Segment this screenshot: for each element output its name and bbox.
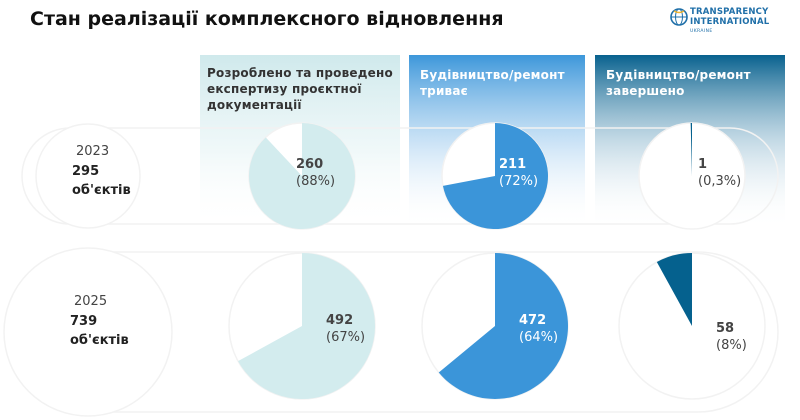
pie-percent: (88%) bbox=[296, 174, 336, 189]
logo-line-1: TRANSPARENCY bbox=[690, 7, 769, 17]
logo-subtitle: UKRAINE bbox=[690, 29, 713, 34]
row-2023-year-circle bbox=[35, 123, 141, 229]
column-2-header-line: триває bbox=[420, 84, 468, 98]
column-1-header-line: документації bbox=[207, 98, 302, 112]
pie-percent: (0,3%) bbox=[698, 174, 742, 189]
logo-line-2: INTERNATIONAL bbox=[690, 17, 770, 27]
pie-percent: (67%) bbox=[326, 330, 366, 345]
pie-2025-3-slice bbox=[656, 253, 692, 326]
column-3-header-line: завершено bbox=[606, 84, 685, 98]
pie-percent: (64%) bbox=[519, 330, 559, 345]
pie-2025-2-label: 472 (64%) bbox=[519, 312, 558, 346]
pie-2025-2-slice bbox=[438, 253, 568, 399]
year-label-2025: 2025 bbox=[74, 294, 108, 309]
pie-2023-2-slice bbox=[442, 123, 549, 229]
pie-value: 260 bbox=[296, 157, 324, 172]
pie-2025-3-label: 58 (8%) bbox=[716, 320, 747, 354]
pie-2023-2-label: 211 (72%) bbox=[499, 156, 538, 190]
row-2023-outline bbox=[21, 127, 779, 225]
pie-value: 472 bbox=[519, 313, 547, 328]
object-count-unit: об'єктів bbox=[72, 183, 131, 198]
year-label-2023: 2023 bbox=[76, 144, 110, 159]
pie-2025-1-label: 492 (67%) bbox=[326, 312, 365, 346]
pie-2025-1-slice bbox=[238, 253, 375, 400]
object-count-number: 295 bbox=[72, 164, 100, 179]
column-2-header: Будівництво/ремонт триває bbox=[420, 67, 565, 99]
column-1-header-line: експертизу проєктної bbox=[207, 82, 362, 96]
column-2-header-line: Будівництво/ремонт bbox=[420, 68, 565, 82]
object-count-number: 739 bbox=[70, 314, 98, 329]
column-1-header-line: Розроблено та проведено bbox=[207, 66, 393, 80]
column-1-header: Розроблено та проведено експертизу проєкт… bbox=[207, 65, 393, 113]
pie-2023-1-slice bbox=[248, 123, 355, 229]
pie-percent: (72%) bbox=[499, 174, 539, 189]
pie-percent: (8%) bbox=[716, 338, 747, 353]
logo: TRANSPARENCY INTERNATIONAL UKRAINE bbox=[670, 6, 790, 40]
object-count-unit: об'єктів bbox=[70, 333, 129, 348]
pie-2023-3-slice bbox=[690, 123, 692, 176]
pie-2023-3-label: 1 (0,3%) bbox=[698, 156, 741, 190]
globe-icon bbox=[670, 8, 688, 26]
row-outlines bbox=[3, 123, 779, 417]
pie-value: 1 bbox=[698, 157, 708, 172]
column-backgrounds bbox=[200, 55, 785, 228]
pie-2023-1-label: 260 (88%) bbox=[296, 156, 335, 190]
row-2025-year-circle bbox=[3, 247, 173, 417]
pie-value: 58 bbox=[716, 321, 735, 336]
chart-title: Стан реалізації комплексного відновлення bbox=[30, 8, 504, 30]
column-3-header-line: Будівництво/ремонт bbox=[606, 68, 751, 82]
object-count-2023: 295 об'єктів bbox=[72, 162, 131, 200]
logo-text: TRANSPARENCY INTERNATIONAL bbox=[690, 7, 769, 27]
pie-value: 211 bbox=[499, 157, 527, 172]
column-3-header: Будівництво/ремонт завершено bbox=[606, 67, 751, 99]
pies bbox=[228, 122, 766, 400]
object-count-2025: 739 об'єктів bbox=[70, 312, 129, 350]
pie-value: 492 bbox=[326, 313, 354, 328]
